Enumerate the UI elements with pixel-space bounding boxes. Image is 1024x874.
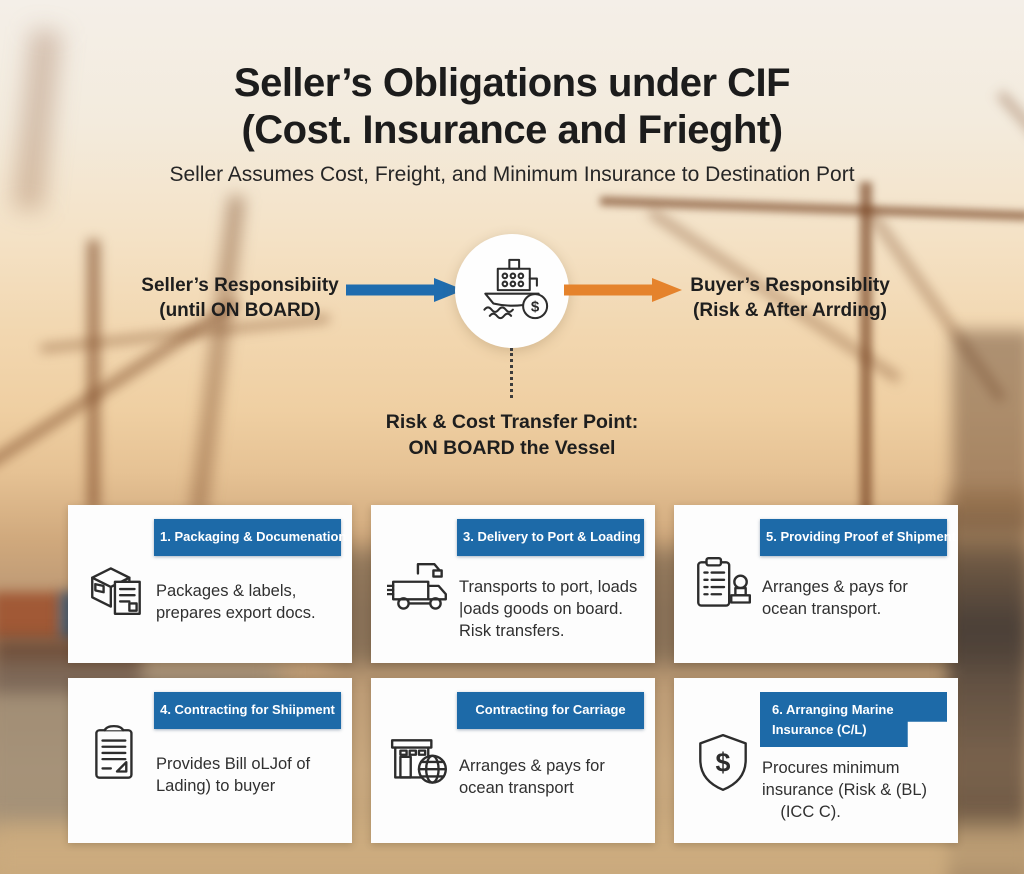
svg-text:$: $	[531, 298, 540, 315]
transfer-hub: $	[455, 234, 569, 348]
ship-dollar-icon: $	[483, 258, 549, 320]
card-body: Arranges & pays for ocean transport.	[762, 578, 908, 618]
card-body: Transports to port, loads |oads goods on…	[459, 578, 638, 640]
card-contracting-shipment: 4. Contracting for Shiipment Provides Bi…	[68, 678, 352, 843]
bg-container-1	[0, 592, 62, 640]
buyer-arrow-icon	[564, 278, 682, 302]
card-header: 3. Delivery to Port & Loading	[457, 519, 644, 556]
page-title: Seller’s Obligations under CIF (Cost. In…	[233, 61, 791, 152]
card-contracting-carriage: Contracting for Carriage Arranges & pays…	[371, 678, 655, 843]
svg-text:$: $	[716, 747, 731, 777]
card-packaging-documentation: 1. Packaging & Documenation Packages & l…	[68, 505, 352, 663]
card-body: Packages & labels, prepares export docs.	[156, 582, 316, 622]
card-header: 6. Arranging Marine Insurance (C/L)	[760, 692, 947, 747]
transfer-dotted-line	[510, 348, 513, 398]
card-marine-insurance: 6. Arranging Marine Insurance (C/L) $ Pr…	[674, 678, 958, 843]
bg-crane-boom-right	[599, 196, 1024, 221]
card-delivery-loading: 3. Delivery to Port & Loading Transports…	[371, 505, 655, 663]
card-body: Provides Bill oLJof of Lading) to buyer	[156, 755, 311, 795]
shield-dollar-icon: $	[699, 733, 747, 791]
page-subtitle: Seller Assumes Cost, Freight, and Minimu…	[169, 163, 855, 186]
document-icon	[95, 724, 133, 779]
seller-arrow-icon	[346, 278, 464, 302]
card-header: Contracting for Carriage	[457, 692, 644, 729]
card-header: 5. Providing Proof ef Shipment	[760, 519, 956, 556]
buyer-responsibility-label: Buyer’s Responsiblity (Risk & After Arrd…	[690, 275, 890, 321]
card-proof-of-shipment: 5. Providing Proof ef Shipment Arranges …	[674, 505, 958, 663]
clipboard-stamp-icon	[697, 556, 751, 607]
bg-crane-mast-right	[860, 182, 872, 522]
building-globe-icon	[390, 739, 447, 784]
transfer-point-label: Risk & Cost Transfer Point: ON BOARD the…	[385, 411, 639, 459]
box-document-icon	[91, 567, 141, 615]
truck-crane-icon	[387, 563, 447, 610]
card-header: 4. Contracting for Shiipment	[154, 692, 341, 729]
card-header: 1. Packaging & Documenation	[154, 519, 346, 556]
bg-right-column	[948, 490, 1024, 874]
seller-responsibility-label: Seller’s Responsibiity (until ON BOARD)	[141, 275, 339, 321]
card-body: Procures minimum insurance (Risk & (BL) …	[762, 759, 928, 821]
card-body: Arranges & pays for ocean transport	[459, 757, 605, 797]
bg-post	[190, 195, 245, 515]
